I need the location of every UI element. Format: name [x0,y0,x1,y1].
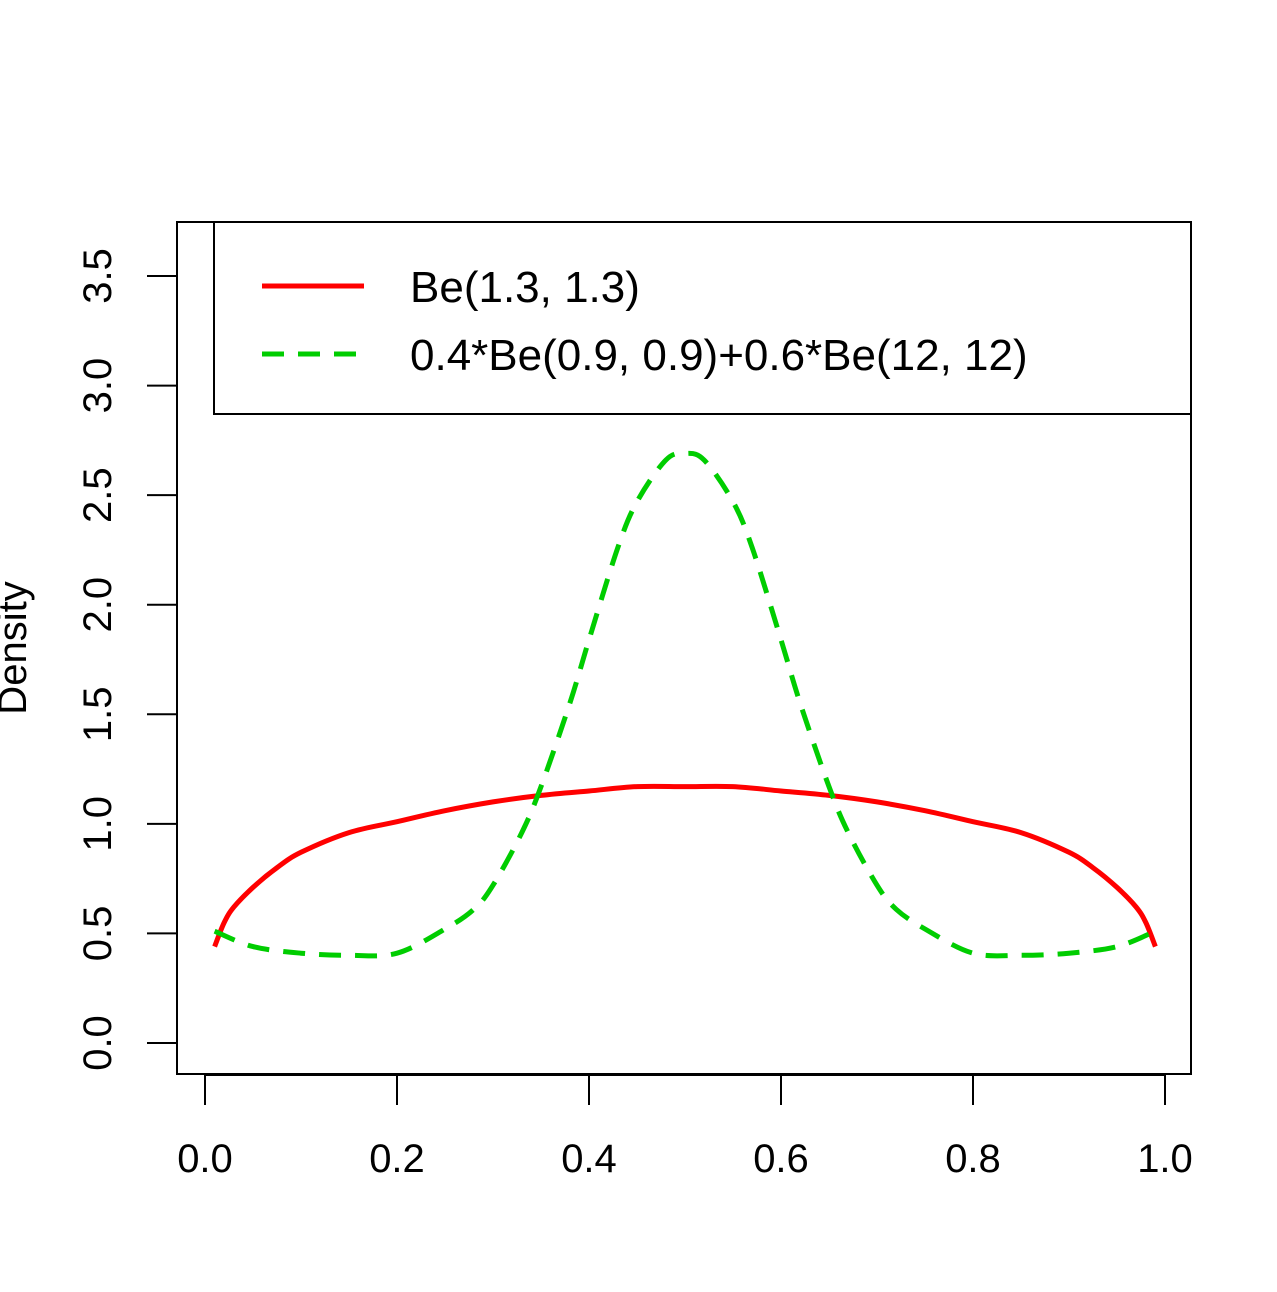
legend-label-1: Be(1.3, 1.3) [410,263,640,312]
axes-layer: 0.0 0.2 0.4 0.6 0.8 1.0 0.0 0.5 1.0 1.5 2.0 2.5 3.0 3… [76,221,1193,1181]
y-tick-label: 1.0 [76,796,120,852]
series-line-1 [212,783,1158,948]
y-tick-label: 3.5 [76,248,120,304]
legend-label-2: 0.4*Be(0.9, 0.9)+0.6*Be(12, 12) [410,331,1028,380]
y-tick-label: 0.0 [76,1015,120,1071]
y-tick-label: 2.0 [76,577,120,633]
x-tick-label: 0.6 [753,1137,809,1181]
x-tick-label: 0.2 [369,1137,425,1181]
y-tick-label: 0.5 [76,906,120,962]
legend: Be(1.3, 1.3) 0.4*Be(0.9, 0.9)+0.6*Be(12, … [213,221,1192,415]
plot-layer [212,450,1158,959]
y-tick-label: 2.5 [76,467,120,523]
x-tick-label: 0.4 [561,1137,617,1181]
series-line-2 [213,450,1157,959]
x-tick-label: 0.0 [177,1137,233,1181]
legend-box [213,221,1192,415]
x-tick-label: 1.0 [1137,1137,1193,1181]
y-axis-title: Density [0,581,35,714]
y-tick-label: 3.0 [76,358,120,414]
y-tick-label: 1.5 [76,686,120,742]
x-tick-label: 0.8 [945,1137,1001,1181]
